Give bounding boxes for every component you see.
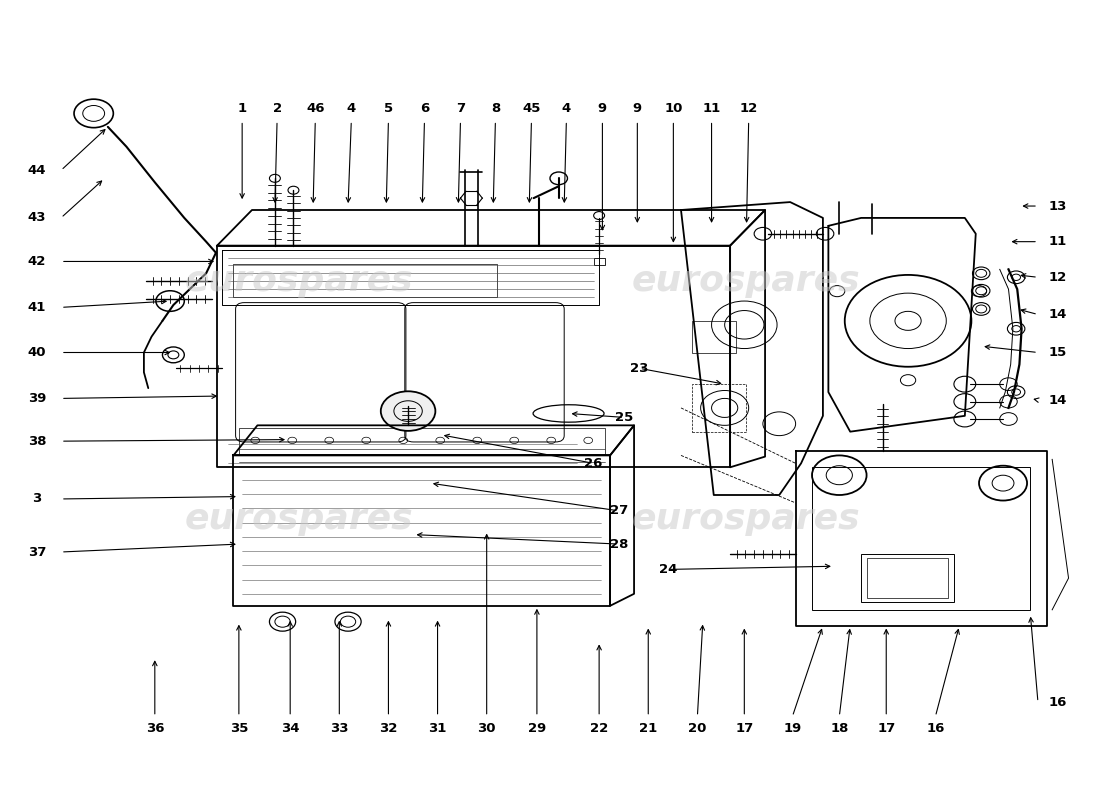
Bar (861, 554, 954, 602)
Bar (692, 384, 747, 432)
Bar (594, 258, 605, 266)
Text: 26: 26 (584, 457, 603, 470)
Text: 16: 16 (926, 722, 945, 735)
Circle shape (381, 391, 436, 431)
Text: eurospares: eurospares (185, 264, 414, 298)
Text: 31: 31 (428, 722, 447, 735)
Text: 21: 21 (639, 722, 658, 735)
Text: 35: 35 (230, 722, 249, 735)
Text: 2: 2 (273, 102, 282, 115)
Circle shape (163, 347, 185, 362)
Text: 12: 12 (1048, 270, 1067, 284)
Text: 4: 4 (562, 102, 571, 115)
Text: 40: 40 (28, 346, 46, 359)
Text: 32: 32 (379, 722, 397, 735)
Text: 36: 36 (145, 722, 164, 735)
Bar (692, 321, 736, 353)
Text: eurospares: eurospares (632, 502, 861, 536)
Text: 42: 42 (28, 255, 46, 268)
Text: 13: 13 (1048, 199, 1067, 213)
Text: 19: 19 (783, 722, 802, 735)
Text: 3: 3 (32, 493, 42, 506)
Text: 29: 29 (528, 722, 546, 735)
Bar (233, 264, 497, 297)
Bar (867, 558, 948, 598)
Text: 14: 14 (1048, 394, 1067, 406)
Text: eurospares: eurospares (632, 264, 861, 298)
Text: 11: 11 (703, 102, 720, 115)
Text: 11: 11 (1048, 235, 1067, 248)
Text: 38: 38 (28, 434, 46, 448)
Text: 23: 23 (630, 362, 649, 375)
Text: 1: 1 (238, 102, 246, 115)
Text: 43: 43 (28, 211, 46, 225)
Text: 15: 15 (1048, 346, 1067, 359)
Text: 17: 17 (877, 722, 895, 735)
Text: 27: 27 (609, 504, 628, 518)
Text: 4: 4 (346, 102, 356, 115)
Text: 6: 6 (420, 102, 429, 115)
Text: 25: 25 (615, 411, 634, 424)
Text: 34: 34 (280, 722, 299, 735)
Text: 8: 8 (491, 102, 501, 115)
Bar (239, 428, 605, 454)
Bar (812, 467, 1031, 610)
Text: eurospares: eurospares (185, 502, 414, 536)
Text: 24: 24 (659, 563, 678, 576)
Text: 41: 41 (28, 301, 46, 314)
Text: 30: 30 (477, 722, 496, 735)
Text: 45: 45 (522, 102, 540, 115)
Text: 33: 33 (330, 722, 349, 735)
Text: 14: 14 (1048, 308, 1067, 321)
Text: 17: 17 (735, 722, 754, 735)
Text: 37: 37 (28, 546, 46, 558)
Text: 39: 39 (28, 392, 46, 405)
Text: 46: 46 (306, 102, 324, 115)
Text: 9: 9 (632, 102, 642, 115)
Text: 12: 12 (739, 102, 758, 115)
Circle shape (156, 290, 185, 311)
Text: 7: 7 (455, 102, 465, 115)
Text: 44: 44 (28, 164, 46, 177)
Text: 10: 10 (664, 102, 682, 115)
Text: 20: 20 (689, 722, 706, 735)
Text: 22: 22 (590, 722, 608, 735)
Text: 28: 28 (609, 538, 628, 550)
Text: 5: 5 (384, 102, 393, 115)
Text: 16: 16 (1048, 696, 1067, 709)
Text: 9: 9 (597, 102, 607, 115)
Text: 18: 18 (830, 722, 848, 735)
